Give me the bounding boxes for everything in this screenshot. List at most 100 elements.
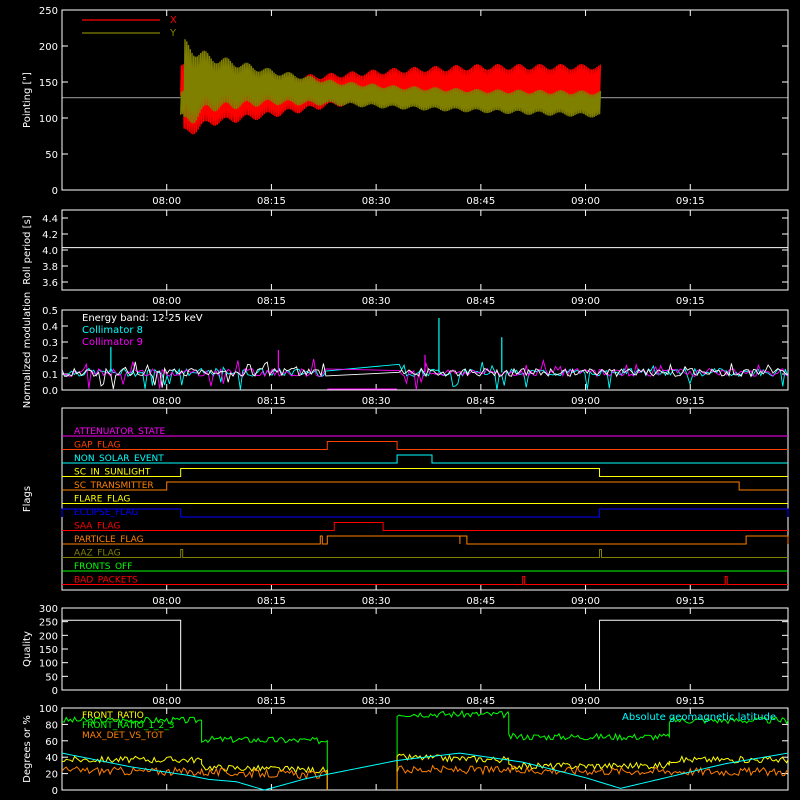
flags-frame — [61, 407, 789, 591]
series-front-ratio-line — [396, 753, 789, 790]
flag-line-bad-packets — [62, 576, 788, 585]
flag-label: FLARE_FLAG — [74, 495, 130, 505]
y-tick-label: 20 — [45, 770, 58, 781]
x-tick-label: 08:00 — [152, 296, 181, 307]
y-tick-label: 250 — [39, 618, 58, 629]
y-tick-label: 0 — [52, 686, 58, 697]
y-tick-label: 60 — [45, 737, 58, 748]
y-tick-label: 100 — [39, 659, 58, 670]
modulation-frame — [61, 309, 789, 391]
y-tick-label: 150 — [39, 645, 58, 656]
pointing-panel: 08:00 08:15 08:30 08:45 09:00 09:15 0 50 100 150 2… — [22, 6, 789, 207]
x-tick-label: 08:30 — [362, 696, 391, 707]
series-x-line — [179, 63, 602, 135]
modulation-series-line — [61, 361, 788, 390]
y-tick-label: 0.0 — [42, 386, 58, 397]
x-tick-label: 09:00 — [571, 196, 600, 207]
quality-ylabel: Quality — [22, 631, 33, 667]
flag-line-sc-transmitter — [62, 481, 788, 491]
flag-label: ATTENUATOR_STATE — [74, 427, 166, 437]
legend-geomag-latitude: Absolute geomagnetic latitude — [622, 712, 776, 723]
y-tick-label: 250 — [39, 6, 58, 17]
flag-line-aaz-flag — [62, 549, 788, 558]
x-tick-label: 09:15 — [676, 296, 705, 307]
y-tick-label: 200 — [39, 631, 58, 642]
flag-line-gap-flag — [62, 441, 788, 450]
x-tick-label: 08:15 — [257, 596, 286, 607]
x-tick-label: 08:30 — [362, 596, 391, 607]
flag-label: PARTICLE_FLAG — [74, 535, 144, 545]
modulation-ylabel: Normalized modulation — [22, 292, 33, 409]
y-tick-label: 0.2 — [42, 354, 58, 365]
roll_period-frame — [61, 209, 789, 291]
legend-label: MAX_DET_VS_TOT — [82, 731, 164, 741]
flags-panel: 08:00 08:15 08:30 08:45 09:00 09:15 Flags ATTEN… — [22, 407, 789, 607]
y-tick-label: 50 — [45, 150, 58, 161]
legend-label: X — [170, 15, 177, 26]
y-tick-label: 3.8 — [42, 262, 58, 273]
flag-label: AAZ_FLAG — [74, 549, 121, 559]
pointing-ylabel: Pointing ["] — [22, 72, 33, 128]
y-tick-label: 0 — [52, 786, 58, 797]
x-tick-label: 09:15 — [676, 696, 705, 707]
y-tick-label: 0.1 — [42, 370, 58, 381]
y-tick-label: 50 — [45, 672, 58, 683]
y-tick-label: 0.4 — [42, 322, 58, 333]
y-tick-label: 100 — [39, 704, 58, 715]
series-y-line — [179, 39, 602, 124]
y-tick-label: 150 — [39, 78, 58, 89]
y-tick-label: 4.0 — [42, 246, 58, 257]
legend-label: Y — [169, 28, 177, 39]
flag-line-sc-in-sunlight — [62, 468, 788, 477]
pointing-frame — [61, 9, 789, 191]
quality-panel: 08:00 08:15 08:30 08:45 09:00 09:15 0 50 100 150 2… — [22, 604, 789, 707]
series-front-ratio-1-2-3-line — [61, 716, 328, 790]
x-tick-label: 08:45 — [466, 196, 495, 207]
x-tick-label: 08:15 — [257, 296, 286, 307]
legend-collimator-9: Collimator 9 — [82, 337, 143, 348]
x-tick-label: 08:30 — [362, 396, 391, 407]
geomag-latitude-line — [61, 752, 789, 791]
x-tick-label: 08:00 — [152, 696, 181, 707]
x-tick-label: 09:00 — [571, 396, 600, 407]
x-tick-label: 08:00 — [152, 196, 181, 207]
x-tick-label: 09:00 — [571, 296, 600, 307]
y-tick-label: 0.3 — [42, 338, 58, 349]
quality-line — [62, 619, 788, 691]
legend-label: FRONT_RATIO_1_2_3 — [82, 721, 175, 731]
flags-ylabel: Flags — [22, 486, 33, 512]
series-max-det-vs-tot-line — [61, 766, 328, 790]
x-tick-label: 08:15 — [257, 396, 286, 407]
flag-line-non-solar-event — [62, 454, 788, 464]
y-tick-label: 100 — [39, 114, 58, 125]
x-tick-label: 08:45 — [466, 396, 495, 407]
x-tick-label: 09:15 — [676, 396, 705, 407]
y-tick-label: 200 — [39, 42, 58, 53]
y-tick-label: 300 — [39, 604, 58, 615]
x-tick-label: 08:30 — [362, 196, 391, 207]
x-tick-label: 09:00 — [571, 696, 600, 707]
y-tick-label: 80 — [45, 720, 58, 731]
degrees-panel: 0 20 40 60 80 100 Degrees or % FRONT_RATIOFRONT… — [22, 704, 789, 797]
x-tick-label: 08:00 — [152, 396, 181, 407]
series-max-det-vs-tot-line — [396, 764, 789, 790]
flag-label: ECLIPSE_FLAG — [74, 508, 138, 518]
series-front-ratio-1-2-3-line — [396, 709, 789, 790]
flag-label: SAA_FLAG — [74, 522, 120, 532]
flag-line-saa-flag — [62, 522, 788, 531]
flag-label: SC_IN_SUNLIGHT — [74, 468, 151, 478]
x-tick-label: 08:00 — [152, 596, 181, 607]
modulation-series-line — [61, 358, 788, 390]
flag-line-particle-flag — [62, 535, 789, 545]
y-tick-label: 4.2 — [42, 230, 58, 241]
x-tick-label: 08:30 — [362, 296, 391, 307]
degrees-frame — [61, 707, 789, 791]
flag-label: NON_SOLAR_EVENT — [74, 454, 164, 464]
y-tick-label: 3.6 — [42, 278, 58, 289]
x-tick-label: 09:15 — [676, 596, 705, 607]
modulation-panel: 08:00 08:15 08:30 08:45 09:00 09:15 0.0 0.1 0.2 0… — [22, 292, 789, 409]
x-tick-label: 08:45 — [466, 596, 495, 607]
x-tick-label: 08:45 — [466, 296, 495, 307]
x-tick-label: 08:15 — [257, 196, 286, 207]
